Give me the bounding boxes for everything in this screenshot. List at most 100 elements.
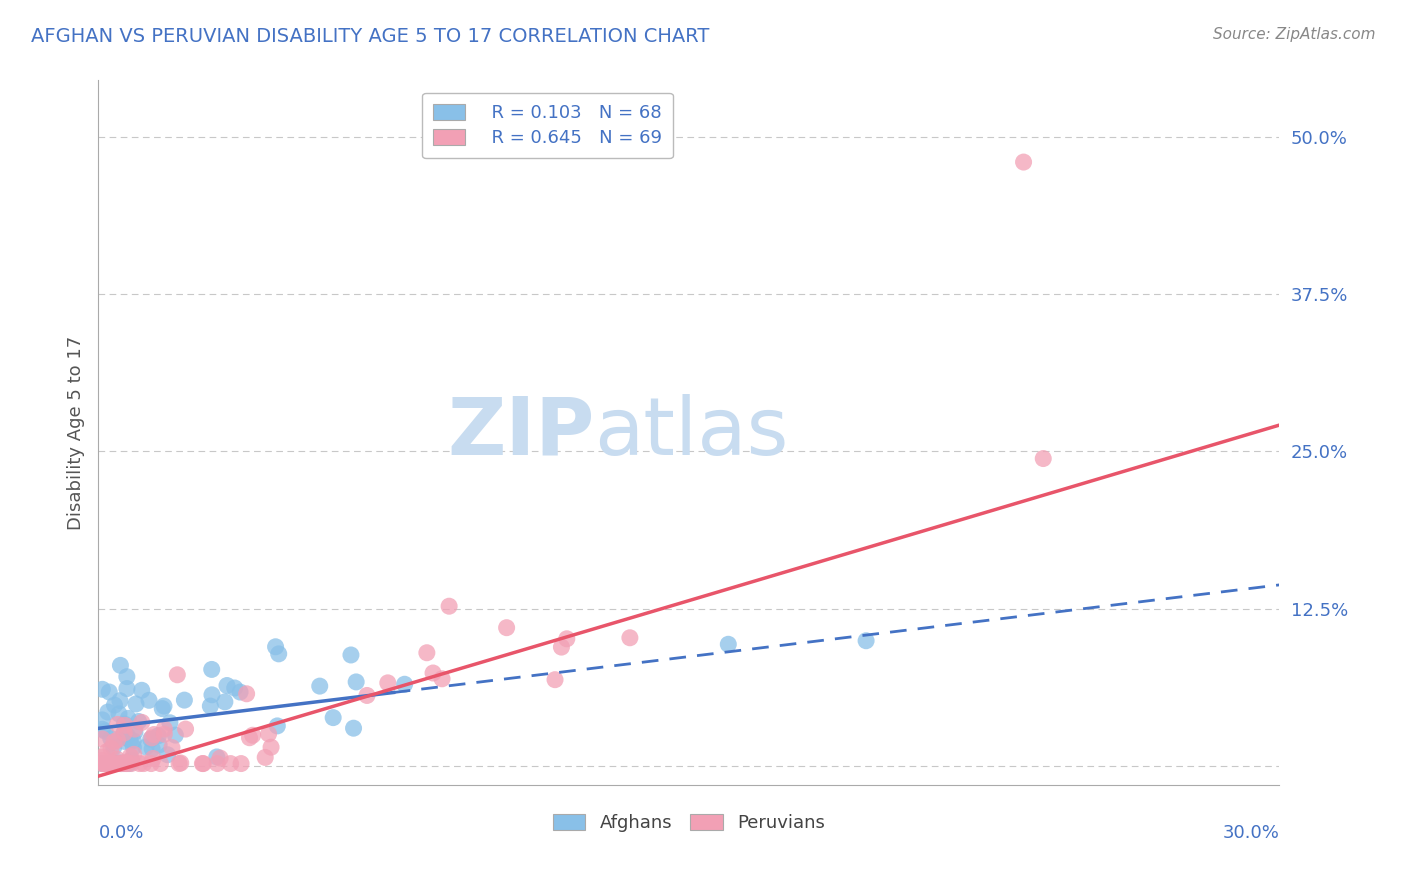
Point <box>105 756 128 771</box>
Point <box>103 740 125 755</box>
Point <box>110 756 132 771</box>
Point <box>97 705 120 719</box>
Point <box>112 756 135 771</box>
Point <box>120 749 142 764</box>
Point <box>165 728 187 742</box>
Point <box>148 738 170 752</box>
Point <box>110 658 132 673</box>
Point <box>91 723 114 737</box>
Point <box>437 599 460 614</box>
Point <box>124 722 146 736</box>
Point <box>98 685 121 699</box>
Point <box>394 677 416 691</box>
Point <box>201 688 224 702</box>
Point <box>111 756 134 771</box>
Point <box>91 682 114 697</box>
Text: Source: ZipAtlas.com: Source: ZipAtlas.com <box>1212 27 1375 42</box>
Point <box>224 681 246 695</box>
Point <box>149 756 172 771</box>
Text: 30.0%: 30.0% <box>1223 823 1279 842</box>
Point <box>117 711 139 725</box>
Point <box>153 722 176 736</box>
Point <box>94 756 117 771</box>
Point <box>120 733 142 747</box>
Text: 0.0%: 0.0% <box>98 823 143 842</box>
Point <box>200 699 222 714</box>
Point <box>125 697 148 711</box>
Point <box>91 756 114 771</box>
Point <box>266 719 288 733</box>
Point <box>91 756 114 771</box>
Point <box>107 732 129 747</box>
Point <box>91 750 114 764</box>
Point <box>118 756 141 771</box>
Point <box>139 756 162 771</box>
Point <box>103 698 125 712</box>
Point <box>544 673 567 687</box>
Point <box>717 637 740 651</box>
Point <box>377 676 399 690</box>
Point <box>1012 155 1035 169</box>
Point <box>322 711 344 725</box>
Point <box>124 725 146 739</box>
Point <box>193 756 215 771</box>
Point <box>160 740 183 755</box>
Point <box>143 727 166 741</box>
Point <box>138 693 160 707</box>
Point <box>150 701 173 715</box>
Point <box>135 739 157 754</box>
Point <box>174 722 197 736</box>
Point <box>91 713 114 727</box>
Point <box>235 687 257 701</box>
Point <box>128 756 150 771</box>
Point <box>156 747 179 762</box>
Point <box>91 754 114 768</box>
Point <box>257 727 280 741</box>
Point <box>114 731 136 745</box>
Point <box>166 667 188 681</box>
Point <box>115 756 138 770</box>
Point <box>131 715 153 730</box>
Point <box>344 674 367 689</box>
Point <box>191 756 214 771</box>
Point <box>114 718 136 732</box>
Point <box>97 756 120 771</box>
Point <box>342 721 364 735</box>
Point <box>98 756 121 771</box>
Point <box>205 750 228 764</box>
Point <box>254 750 277 764</box>
Point <box>153 699 176 714</box>
Point <box>107 717 129 731</box>
Point <box>101 756 124 771</box>
Point <box>555 632 578 646</box>
Point <box>112 717 135 731</box>
Point <box>416 646 439 660</box>
Point <box>139 732 162 747</box>
Point <box>105 752 128 766</box>
Point <box>120 753 142 767</box>
Point <box>114 734 136 748</box>
Point <box>91 756 114 771</box>
Point <box>131 683 153 698</box>
Point <box>173 693 195 707</box>
Point <box>94 756 117 771</box>
Point <box>128 714 150 729</box>
Point <box>619 631 641 645</box>
Point <box>308 679 330 693</box>
Point <box>122 740 145 755</box>
Text: ZIP: ZIP <box>447 393 595 472</box>
Point <box>214 695 236 709</box>
Point <box>110 756 132 770</box>
Point <box>115 670 138 684</box>
Point <box>120 756 142 771</box>
Point <box>264 640 287 654</box>
Point <box>170 756 193 770</box>
Point <box>100 741 122 756</box>
Point <box>120 754 142 768</box>
Point <box>855 633 877 648</box>
Text: AFGHAN VS PERUVIAN DISABILITY AGE 5 TO 17 CORRELATION CHART: AFGHAN VS PERUVIAN DISABILITY AGE 5 TO 1… <box>31 27 709 45</box>
Point <box>209 751 232 765</box>
Point <box>159 715 181 730</box>
Point <box>142 751 165 765</box>
Legend: Afghans, Peruvians: Afghans, Peruvians <box>546 806 832 839</box>
